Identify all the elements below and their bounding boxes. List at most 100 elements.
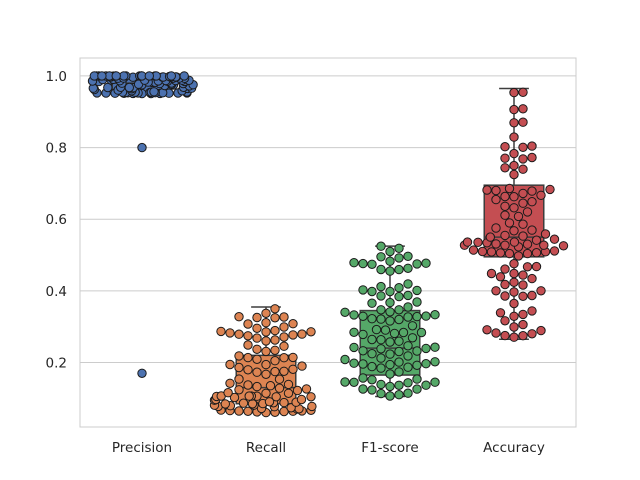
point-f1-score: [403, 351, 413, 361]
point-precision: [97, 71, 107, 81]
point-recall: [252, 354, 262, 364]
point-accuracy: [509, 104, 519, 115]
point-accuracy: [518, 117, 528, 127]
point-accuracy: [518, 331, 528, 341]
point-recall: [264, 397, 275, 407]
point-accuracy: [495, 308, 506, 318]
point-recall: [296, 394, 307, 405]
point-recall: [261, 308, 271, 318]
point-recall: [271, 392, 281, 402]
point-f1-score: [376, 252, 386, 262]
point-recall: [225, 378, 235, 388]
point-recall: [225, 328, 235, 338]
point-recall: [274, 383, 285, 393]
point-recall: [288, 330, 298, 340]
point-f1-score: [371, 324, 382, 335]
point-f1-score: [412, 311, 422, 322]
point-accuracy: [500, 279, 510, 290]
point-recall: [283, 379, 294, 390]
point-accuracy: [527, 329, 537, 339]
point-f1-score: [403, 388, 413, 398]
point-accuracy: [491, 223, 501, 233]
point-accuracy: [509, 160, 519, 171]
point-f1-score: [394, 291, 404, 302]
point-f1-score: [367, 385, 377, 395]
point-f1-score: [394, 264, 404, 275]
point-recall: [270, 356, 280, 366]
y-tick-label: 0.4: [46, 284, 67, 300]
x-tick-label: F1-score: [361, 440, 419, 456]
point-f1-score: [367, 286, 377, 297]
point-recall: [234, 374, 244, 384]
point-recall: [234, 312, 244, 322]
point-accuracy: [518, 164, 528, 174]
point-recall: [247, 399, 258, 409]
point-f1-score: [385, 297, 395, 308]
point-accuracy: [518, 319, 528, 330]
point-f1-score: [367, 361, 377, 372]
point-recall: [274, 374, 285, 384]
point-f1-score: [385, 369, 395, 379]
point-accuracy: [500, 291, 510, 301]
point-accuracy: [513, 251, 524, 261]
point-f1-score: [412, 374, 422, 384]
point-accuracy: [509, 118, 519, 128]
point-f1-score: [403, 290, 413, 301]
point-accuracy: [504, 248, 515, 259]
point-accuracy: [485, 232, 495, 242]
point-recall: [234, 351, 244, 361]
point-f1-score: [349, 327, 359, 337]
point-recall: [261, 336, 271, 346]
point-f1-score: [403, 263, 413, 273]
point-accuracy: [491, 194, 501, 205]
point-f1-score: [367, 314, 377, 324]
point-accuracy: [509, 132, 519, 142]
point-f1-score: [394, 243, 404, 254]
point-f1-score: [380, 325, 391, 335]
point-accuracy: [491, 185, 501, 196]
point-f1-score: [403, 378, 413, 388]
point-f1-score: [385, 381, 395, 392]
x-tick-label: Recall: [246, 440, 286, 456]
point-f1-score: [340, 307, 350, 317]
point-recall: [223, 388, 233, 398]
point-f1-score: [376, 335, 386, 345]
point-f1-score: [367, 375, 377, 385]
point-recall: [216, 326, 226, 337]
point-accuracy: [527, 186, 537, 196]
point-recall: [279, 312, 289, 322]
point-f1-score: [349, 258, 359, 268]
point-recall: [288, 319, 298, 329]
point-accuracy: [473, 237, 483, 248]
point-accuracy: [491, 239, 501, 249]
point-accuracy: [500, 210, 510, 220]
point-recall: [279, 341, 289, 351]
point-recall: [279, 397, 289, 408]
point-recall: [261, 346, 271, 357]
point-f1-score: [394, 336, 404, 346]
point-recall: [297, 329, 307, 339]
point-f1-score: [412, 297, 422, 307]
point-f1-score: [394, 390, 404, 400]
point-accuracy: [509, 268, 519, 279]
point-accuracy: [518, 219, 528, 229]
swarm-points: [87, 71, 569, 418]
point-f1-score: [385, 337, 395, 347]
point-accuracy: [500, 230, 510, 241]
point-f1-score: [358, 373, 368, 383]
point-accuracy: [522, 207, 533, 217]
point-accuracy: [509, 203, 519, 213]
point-f1-score: [367, 298, 377, 308]
point-accuracy: [509, 259, 519, 269]
point-recall: [261, 327, 271, 337]
y-tick-label: 1.0: [46, 69, 67, 85]
point-accuracy: [491, 286, 501, 296]
point-f1-score: [412, 285, 422, 296]
point-accuracy: [536, 286, 546, 296]
point-f1-score: [349, 377, 359, 387]
point-f1-score: [394, 314, 404, 325]
point-f1-score: [430, 310, 440, 320]
x-tick-label: Accuracy: [483, 440, 545, 456]
point-recall: [243, 380, 253, 390]
point-f1-score: [376, 363, 386, 373]
